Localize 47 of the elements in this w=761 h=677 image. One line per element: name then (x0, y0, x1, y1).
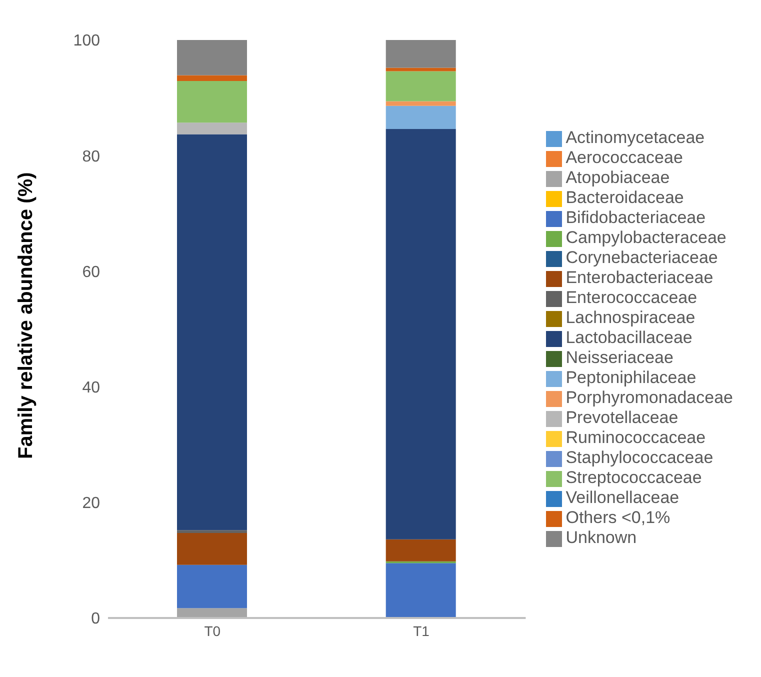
legend-label: Neisseriaceae (566, 348, 674, 367)
legend-label: Veillonellaceae (566, 488, 680, 507)
bar (386, 40, 456, 68)
y-axis-title: Family relative abundance (%) (15, 172, 38, 459)
bar (386, 71, 456, 102)
legend-label: Lachnospiraceae (566, 308, 696, 327)
bar (177, 81, 247, 123)
bar (177, 75, 247, 82)
legend-label: Campylobacteraceae (566, 228, 726, 247)
legend-label: Prevotellaceae (566, 408, 678, 427)
legend-label: Streptococcaceae (566, 468, 702, 487)
y-tick-label: 20 (82, 495, 100, 512)
legend-label: Actinomycetaceae (566, 128, 705, 147)
bar (177, 533, 247, 565)
legend-label: Corynebacteriaceae (566, 248, 718, 267)
bar (386, 106, 456, 130)
legend-label: Peptoniphilaceae (566, 368, 696, 387)
bar (386, 68, 456, 72)
y-tick-label: 100 (73, 32, 100, 50)
legend-label: Porphyromonadaceae (566, 388, 733, 407)
legend-label: Bifidobacteriaceae (566, 208, 706, 227)
legend-label: Unknown (566, 528, 637, 547)
y-tick-label: 0 (91, 610, 100, 628)
y-tick-label: 80 (82, 148, 100, 166)
bar (177, 564, 247, 608)
legend-label: Enterococcaceae (566, 288, 698, 307)
legend-label: Lactobacillaceae (566, 328, 692, 347)
x-tick-label: T0 (204, 622, 221, 639)
legend-label: Ruminococcaceae (566, 428, 706, 447)
x-tick-label: T1 (413, 622, 430, 639)
bar (177, 134, 247, 530)
y-tick-label: 60 (82, 264, 100, 281)
legend-label: Bacteroidaceae (566, 188, 684, 207)
bar (177, 40, 247, 76)
bar (177, 122, 247, 134)
bar (386, 129, 456, 540)
y-tick-label: 40 (82, 379, 100, 396)
legend-label: Others <0,1% (566, 508, 670, 527)
legend-label: Staphylococcaceae (566, 448, 714, 467)
bar (177, 608, 247, 618)
legend-label: Atopobiaceae (566, 168, 670, 187)
bar (386, 101, 456, 106)
bar (177, 530, 247, 534)
legend-label: Enterobacteriaceae (566, 268, 714, 287)
bar (386, 563, 456, 618)
legend-label: Aerococcaceae (566, 148, 683, 167)
bar (386, 539, 456, 562)
